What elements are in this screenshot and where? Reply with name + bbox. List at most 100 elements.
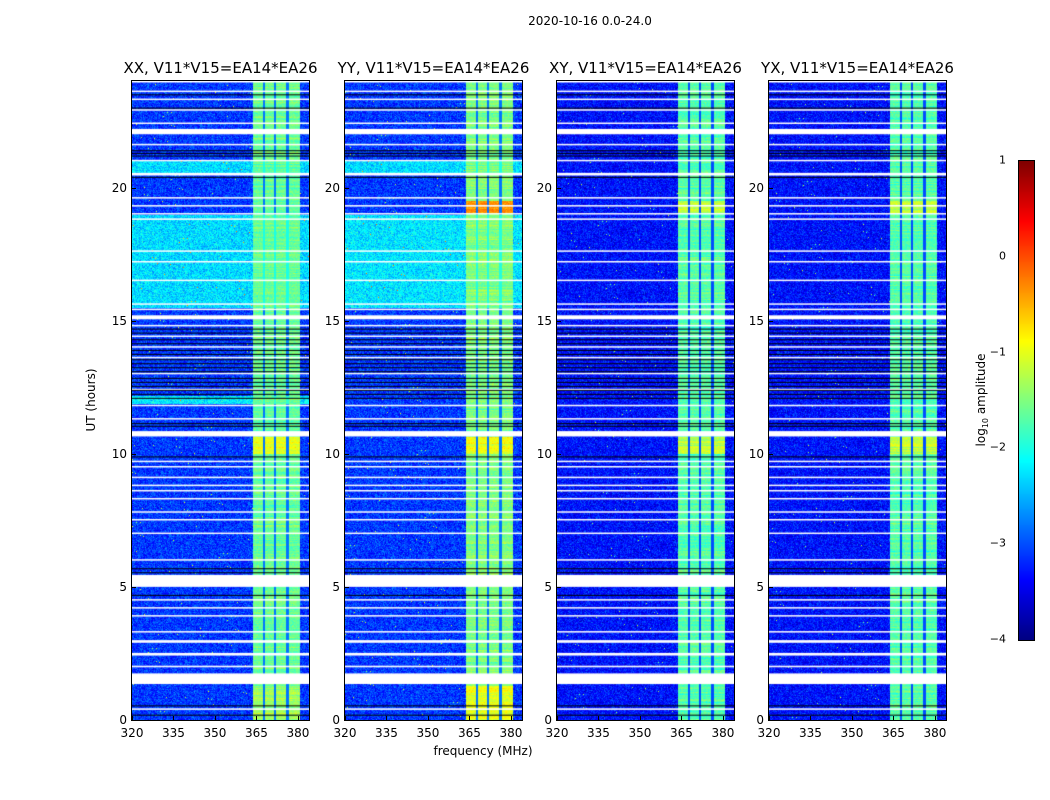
colorbar-tick-label: −4 — [989, 632, 1006, 646]
figure-title: 2020-10-16 0.0-24.0 — [528, 14, 652, 28]
spectrogram-image — [557, 81, 734, 720]
x-tick-label: 380 — [286, 726, 310, 740]
x-tick-mark — [893, 716, 895, 720]
x-tick-label: 350 — [840, 726, 864, 740]
x-tick-label: 365 — [882, 726, 905, 740]
y-tick-label: 15 — [111, 313, 127, 328]
colorbar-tick-label: −1 — [989, 345, 1006, 359]
y-tick-mark — [557, 187, 561, 189]
x-tick-label: 320 — [545, 726, 569, 740]
x-tick-mark — [386, 716, 388, 720]
y-tick-label: 20 — [111, 180, 127, 195]
spectrogram-image — [345, 81, 522, 720]
y-tick-label: 10 — [324, 446, 340, 461]
x-tick-mark — [173, 716, 175, 720]
y-tick-label: 10 — [536, 446, 552, 461]
y-tick-label: 15 — [324, 313, 340, 328]
y-tick-mark — [345, 586, 349, 588]
y-tick-label: 0 — [756, 713, 764, 727]
x-tick-label: 335 — [162, 726, 185, 740]
x-tick-label: 350 — [416, 726, 440, 740]
x-tick-mark — [934, 716, 936, 720]
panel-3: YX, V11*V15=EA14*EA26 320 335 350 365 380 0 5 10… — [749, 59, 954, 740]
y-tick-label: 15 — [748, 313, 764, 328]
x-tick-label: 365 — [245, 726, 268, 740]
x-tick-label: 350 — [628, 726, 652, 740]
x-tick-label: 320 — [333, 726, 357, 740]
y-tick-label: 5 — [119, 579, 127, 594]
y-tick-label: 20 — [536, 180, 552, 195]
x-tick-label: 320 — [757, 726, 781, 740]
x-tick-label: 335 — [799, 726, 822, 740]
y-tick-label: 5 — [756, 579, 764, 594]
colorbar-tick-label: −2 — [989, 440, 1006, 454]
x-tick-label: 380 — [923, 726, 947, 740]
x-axis-label: frequency (MHz) — [433, 744, 533, 758]
x-tick-label: 380 — [499, 726, 523, 740]
colorbar-label-log: log — [973, 428, 988, 447]
colorbar-tick-label: −3 — [989, 536, 1006, 550]
y-tick-label: 0 — [332, 713, 340, 727]
y-tick-mark — [132, 187, 136, 189]
y-tick-mark — [132, 586, 136, 588]
y-tick-mark — [345, 187, 349, 189]
x-tick-label: 335 — [375, 726, 398, 740]
panel-title: YX, V11*V15=EA14*EA26 — [761, 59, 954, 77]
y-tick-label: 0 — [544, 713, 552, 727]
y-tick-label: 10 — [111, 446, 127, 461]
y-tick-mark — [557, 586, 561, 588]
y-tick-mark — [132, 453, 136, 455]
y-tick-label: 20 — [748, 180, 764, 195]
panel-0: XX, V11*V15=EA14*EA26 320 335 350 365 380 0 5 10… — [112, 59, 318, 740]
x-tick-mark — [681, 716, 683, 720]
y-tick-label: 5 — [332, 579, 340, 594]
x-tick-label: 335 — [587, 726, 610, 740]
y-tick-mark — [345, 320, 349, 322]
colorbar-gradient — [1019, 161, 1034, 640]
colorbar-tick-label: 1 — [999, 153, 1006, 167]
x-tick-mark — [427, 716, 429, 720]
y-tick-label: 15 — [536, 313, 552, 328]
x-tick-label: 350 — [203, 726, 227, 740]
x-tick-mark — [810, 716, 812, 720]
x-tick-mark — [639, 716, 641, 720]
y-tick-label: 5 — [544, 579, 552, 594]
y-axis-label: UT (hours) — [84, 368, 98, 432]
panel-1: YY, V11*V15=EA14*EA26 320 335 350 365 380 0 5 10… — [325, 59, 530, 740]
y-tick-mark — [769, 453, 773, 455]
x-tick-mark — [345, 716, 346, 720]
y-tick-mark — [769, 720, 773, 721]
x-tick-mark — [510, 716, 512, 720]
colorbar-label: log10 amplitude — [974, 354, 990, 447]
x-tick-mark — [132, 716, 133, 720]
x-tick-mark — [469, 716, 471, 720]
x-tick-label: 365 — [458, 726, 481, 740]
y-tick-mark — [557, 720, 561, 721]
panel-title: XY, V11*V15=EA14*EA26 — [549, 59, 742, 77]
y-tick-mark — [769, 187, 773, 189]
y-tick-mark — [557, 453, 561, 455]
colorbar-tick-label: 0 — [999, 249, 1006, 263]
colorbar — [1018, 160, 1035, 641]
y-tick-mark — [132, 320, 136, 322]
y-tick-label: 20 — [324, 180, 340, 195]
y-tick-mark — [345, 453, 349, 455]
y-tick-label: 10 — [748, 446, 764, 461]
x-tick-label: 380 — [711, 726, 735, 740]
x-tick-label: 320 — [120, 726, 144, 740]
x-tick-mark — [769, 716, 770, 720]
x-tick-mark — [256, 716, 258, 720]
x-tick-mark — [557, 716, 558, 720]
spectrogram-image — [132, 81, 309, 720]
panel-title: YY, V11*V15=EA14*EA26 — [337, 59, 530, 77]
x-tick-mark — [722, 716, 724, 720]
spectrogram-image — [769, 81, 946, 720]
colorbar-label-subscript: 10 — [981, 417, 991, 429]
x-tick-mark — [851, 716, 853, 720]
y-tick-mark — [132, 720, 136, 721]
panel-2: XY, V11*V15=EA14*EA26 320 335 350 365 380 0 5 10… — [537, 59, 742, 740]
x-tick-label: 365 — [670, 726, 693, 740]
y-tick-mark — [557, 320, 561, 322]
y-tick-mark — [769, 586, 773, 588]
x-tick-mark — [598, 716, 600, 720]
